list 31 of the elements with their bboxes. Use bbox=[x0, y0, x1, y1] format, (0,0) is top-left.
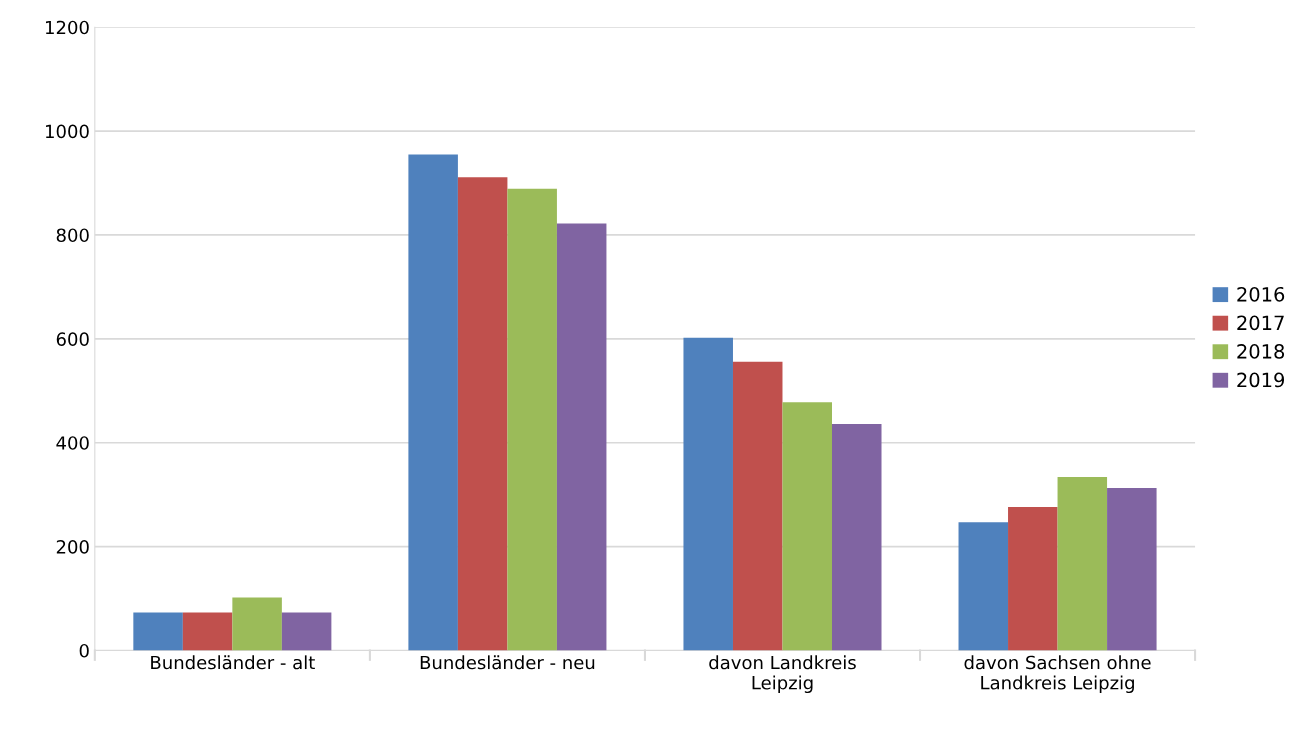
bar bbox=[182, 612, 233, 651]
bar bbox=[1107, 487, 1157, 651]
bar bbox=[507, 188, 557, 651]
y-tick-label: 1200 bbox=[46, 20, 89, 35]
bar bbox=[832, 424, 882, 651]
bar bbox=[133, 612, 183, 651]
legend-label: 2019 bbox=[1237, 372, 1285, 388]
bar bbox=[232, 597, 282, 651]
y-tick-label: 200 bbox=[56, 540, 89, 554]
x-tick-label: Bundesländer - neu bbox=[420, 655, 595, 670]
legend-label: 2017 bbox=[1237, 315, 1284, 331]
y-tick-label: 1000 bbox=[46, 124, 89, 139]
x-tick-label: Bundesländer - alt bbox=[151, 655, 315, 670]
bar bbox=[556, 223, 607, 651]
x-tick-label: davon Sachsen ohne Landkreis Leipzig bbox=[964, 655, 1151, 694]
bar bbox=[457, 177, 508, 651]
bar bbox=[408, 154, 458, 651]
bar bbox=[683, 337, 733, 651]
legend-label: 2016 bbox=[1237, 286, 1285, 302]
y-tick-label: 0 bbox=[79, 643, 89, 658]
y-tick-label: 400 bbox=[56, 436, 89, 450]
bar bbox=[281, 612, 332, 651]
bar bbox=[1057, 477, 1108, 651]
bar bbox=[732, 361, 783, 651]
bar bbox=[958, 522, 1009, 651]
y-tick-label: 800 bbox=[56, 228, 89, 243]
x-tick-label: davon Landkreis Leipzig bbox=[709, 655, 856, 694]
bar bbox=[782, 402, 832, 651]
legend-label: 2018 bbox=[1237, 344, 1285, 359]
bar bbox=[1008, 507, 1058, 651]
y-tick-label: 600 bbox=[56, 332, 89, 346]
